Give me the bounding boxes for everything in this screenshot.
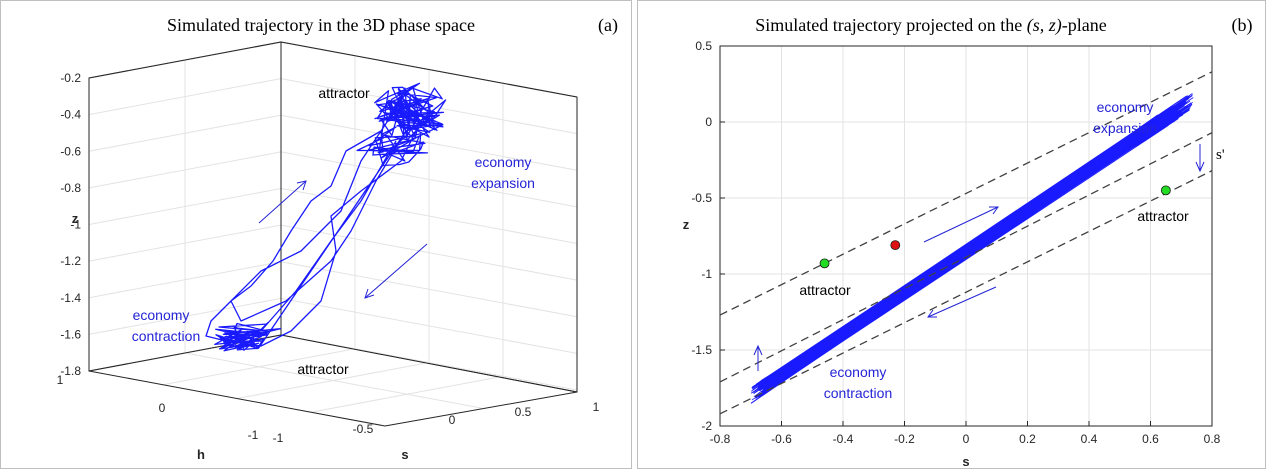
annotation-attractor-top: attractor — [318, 85, 370, 101]
arrow-expansion-b — [923, 206, 999, 243]
chart-a-xlabel: s — [401, 447, 408, 462]
arrowhead-contraction-a — [364, 288, 375, 299]
annotation-expansion-1: economy — [475, 154, 532, 170]
s-tick-label: 0 — [449, 413, 456, 427]
x-tick-label: -0.4 — [833, 432, 854, 446]
h-tick-label: 0 — [159, 401, 166, 415]
y-tick-label: -1 — [701, 267, 712, 281]
trajectory-3d-line — [205, 82, 447, 352]
s-tick-label: -0.5 — [353, 422, 374, 436]
arrow-contraction-a — [364, 243, 428, 299]
box-3d — [88, 41, 578, 427]
z-tick-label: -1.6 — [60, 327, 81, 341]
x-tick-label: 0.6 — [1142, 432, 1159, 446]
equilibrium-point — [890, 240, 901, 251]
chart-b-points — [819, 185, 1171, 269]
annotation-attractor-left: attractor — [799, 282, 851, 298]
chart-b-grid — [719, 45, 1213, 427]
h-tick-label: -1 — [248, 428, 259, 442]
z-tick-label: -1.4 — [60, 291, 81, 305]
trajectory-2d-lines — [750, 93, 1194, 404]
z-tick-label: -0.6 — [60, 144, 81, 158]
annotation-expansion-2: expansion — [471, 175, 535, 191]
annotation-contraction-1: economy — [133, 307, 190, 323]
chart-b-ylabel: z — [683, 217, 690, 232]
s-tick-label: -1 — [273, 431, 284, 445]
annotation-expansion-b-2: expansion — [1093, 120, 1157, 136]
chart-b-ticks: -0.8 -0.6 -0.4 -0.2 0 0.2 0.4 0.6 0.8 0.5 0 -0.5 -1 -… — [691, 39, 1220, 446]
x-tick-label: 0 — [963, 432, 970, 446]
arrowhead-s-prime — [1195, 161, 1205, 173]
z-tick-label: -0.4 — [60, 108, 81, 122]
chart-3d-svg: Simulated trajectory in the 3D phase spa… — [57, 15, 618, 462]
panel-3d-phase-space: Simulated trajectory in the 3D phase spa… — [0, 0, 632, 469]
panel-sz-projection: Simulated trajectory projected on the (s… — [637, 0, 1266, 469]
dashed-lines — [719, 71, 1213, 415]
s-tick-label: 0.5 — [515, 405, 532, 419]
h-tick-label: 1 — [57, 373, 64, 387]
z-tick-label: -0.8 — [60, 181, 81, 195]
grid-line-floor — [184, 352, 482, 409]
x-tick-label: -0.6 — [771, 432, 792, 446]
flow-arrows-b — [753, 144, 1205, 371]
annotation-contraction-b-1: economy — [830, 364, 887, 380]
chart-2d-svg: Simulated trajectory projected on the (s… — [683, 15, 1253, 469]
chart-b-panel-label: (b) — [1232, 15, 1253, 36]
chart-a-zlabel: z — [72, 211, 79, 226]
s-tick-label: 1 — [593, 400, 600, 414]
x-tick-label: -0.8 — [710, 432, 731, 446]
x-tick-label: 0.4 — [1081, 432, 1098, 446]
plot-frame — [719, 45, 1213, 427]
x-tick-label: -0.2 — [894, 432, 915, 446]
z-tick-label: -0.2 — [60, 71, 81, 85]
x-tick-label: 0.2 — [1019, 432, 1036, 446]
chart-a-ylabel: h — [197, 447, 205, 462]
chart-a-title: Simulated trajectory in the 3D phase spa… — [167, 15, 475, 35]
x-tick-label: 0.8 — [1204, 432, 1221, 446]
dashed-line — [719, 71, 1213, 316]
y-tick-label: -2 — [701, 419, 712, 433]
y-tick-label: 0.5 — [695, 39, 712, 53]
arrow-contraction-b — [927, 286, 997, 318]
z-tick-label: -1.2 — [60, 254, 81, 268]
annotation-expansion-b-1: economy — [1097, 99, 1154, 115]
flow-arrows-a — [258, 180, 428, 299]
annotation-s-prime: s' — [1216, 147, 1225, 163]
annotation-attractor-right: attractor — [1137, 208, 1189, 224]
chart-b-title: Simulated trajectory projected on the (s… — [755, 15, 1106, 36]
annotation-contraction-2: contraction — [132, 328, 200, 344]
y-tick-label: 0 — [705, 115, 712, 129]
arrowhead-contraction-b — [927, 309, 937, 318]
annotation-contraction-b-2: contraction — [824, 385, 892, 401]
annotation-attractor-bottom: attractor — [297, 361, 349, 377]
trajectory-band — [750, 93, 1194, 404]
chart-b-xlabel: s — [962, 454, 969, 469]
trajectory-3d — [205, 82, 447, 352]
attractor-point — [1160, 185, 1171, 196]
dashed-line — [719, 170, 1213, 415]
attractor-point — [819, 258, 830, 269]
dashed-line — [719, 132, 1213, 383]
arrowhead-expansion-b — [989, 206, 999, 215]
chart-a-panel-label: (a) — [598, 15, 618, 36]
arrow-expansion-a — [258, 180, 307, 224]
arrowhead-expansion-a — [296, 180, 307, 191]
z-tick-label: -1 — [70, 218, 81, 232]
arrowhead-up-b — [753, 344, 763, 356]
y-tick-label: -1.5 — [691, 343, 712, 357]
y-tick-label: -0.5 — [691, 191, 712, 205]
chart-a-ticks: -0.2-0.4-0.6-0.8-1-1.2-1.4-1.6-1.810-1 -1… — [57, 71, 600, 445]
z-tick-label: -1.8 — [60, 364, 81, 378]
